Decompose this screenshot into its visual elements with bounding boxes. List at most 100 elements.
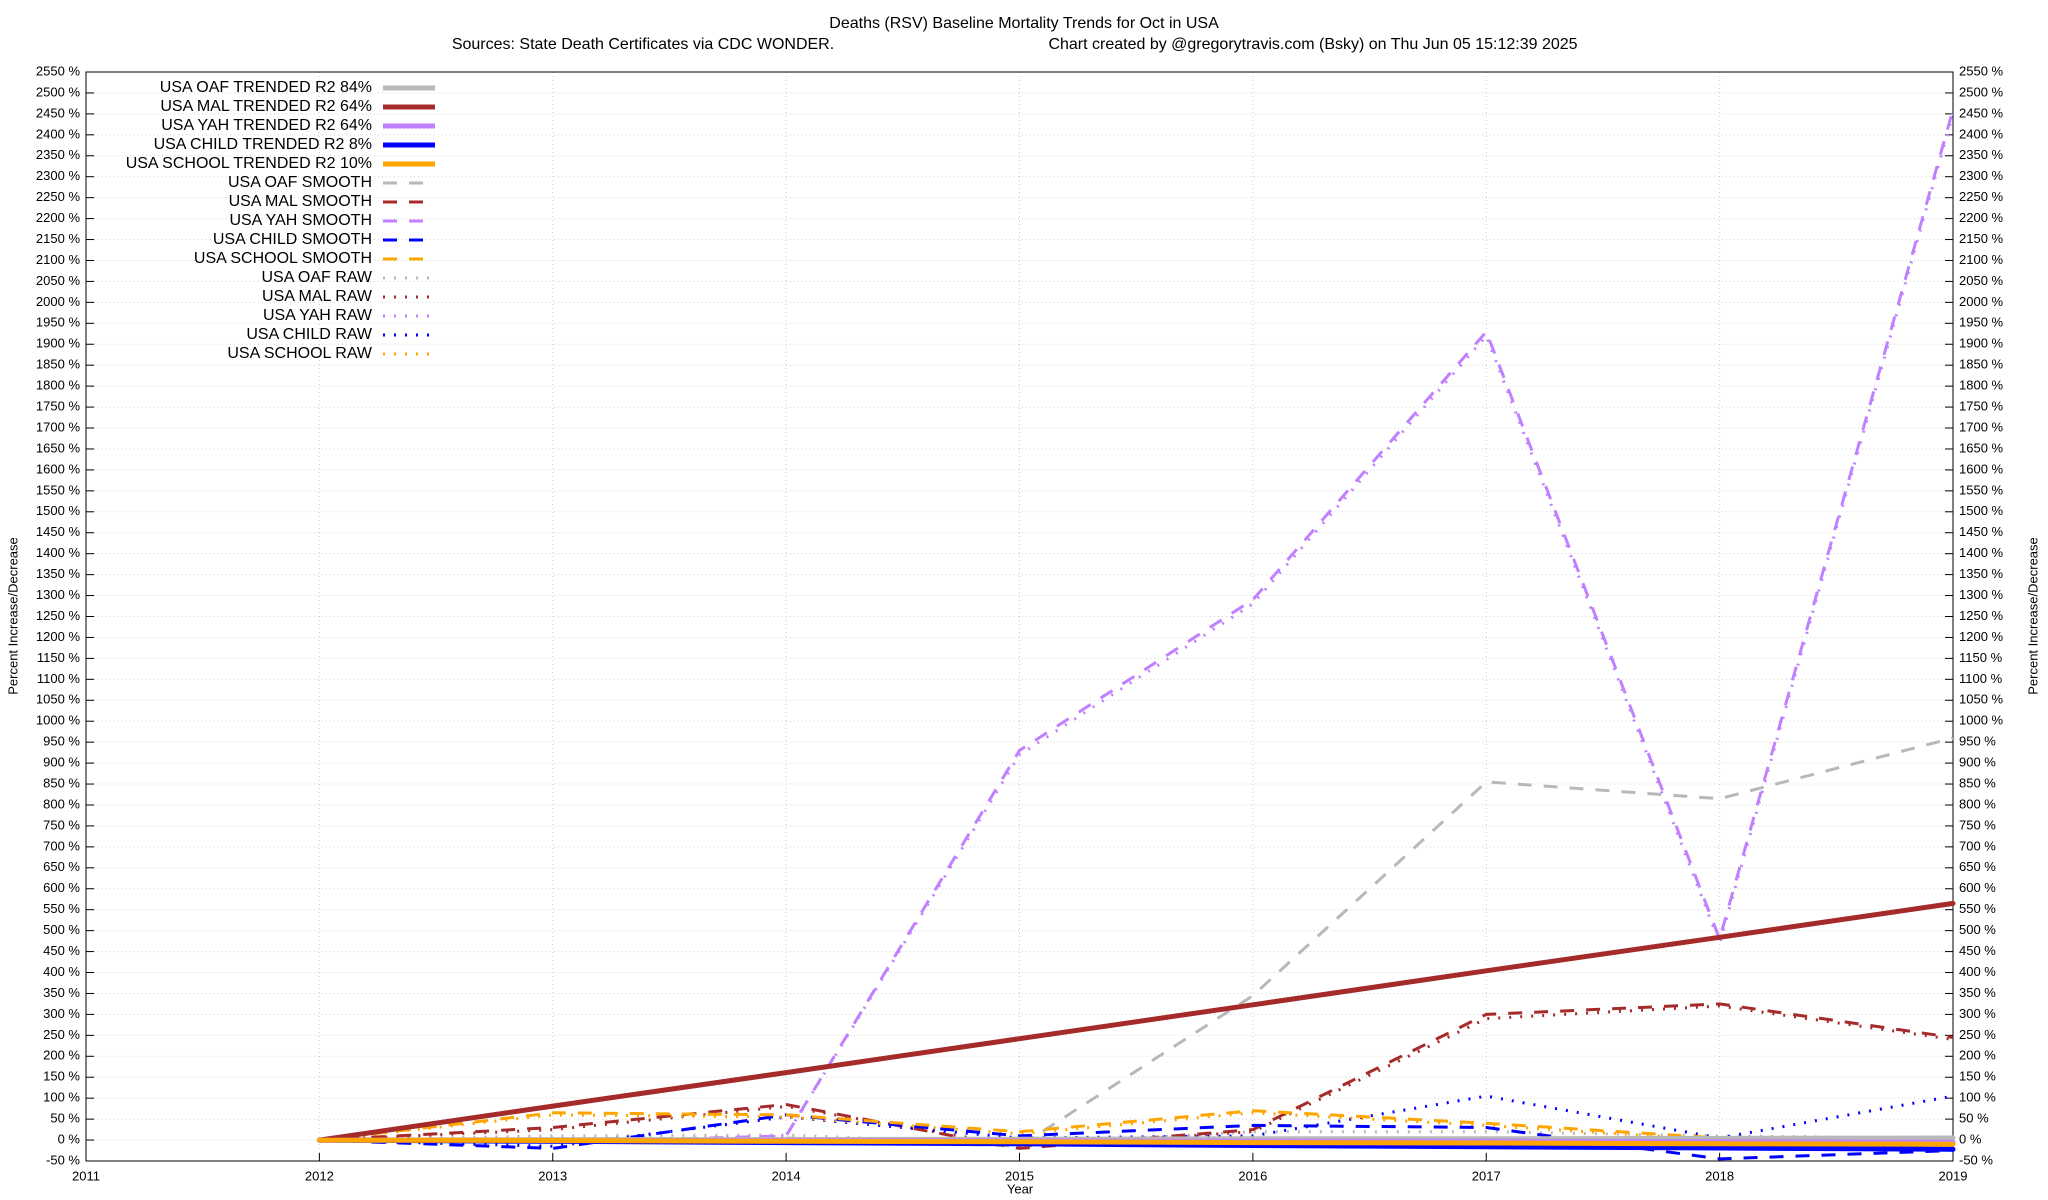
y-tick-label: 550 % <box>43 901 80 916</box>
y-tick-label: 850 % <box>43 775 80 790</box>
y-tick-label: 100 % <box>43 1090 80 1105</box>
y-tick-label: 2550 % <box>36 63 81 78</box>
y2-tick-label: 1450 % <box>1959 524 2004 539</box>
y2-tick-label: 1850 % <box>1959 357 2004 372</box>
y-tick-label: 2450 % <box>36 105 81 120</box>
y2-tick-label: 900 % <box>1959 755 1996 770</box>
y2-tick-label: 1550 % <box>1959 482 2004 497</box>
y2-tick-label: 450 % <box>1959 943 1996 958</box>
y2-tick-label: 2250 % <box>1959 189 2004 204</box>
y2-tick-label: 400 % <box>1959 964 1996 979</box>
x-tick-label: 2013 <box>538 1168 567 1183</box>
x-tick-label: 2012 <box>305 1168 334 1183</box>
y2-tick-label: 1350 % <box>1959 566 2004 581</box>
x-tick-label: 2016 <box>1238 1168 1267 1183</box>
chart-title: Deaths (RSV) Baseline Mortality Trends f… <box>829 15 1219 32</box>
y-tick-label: 2400 % <box>36 126 81 141</box>
y2-tick-label: 1250 % <box>1959 608 2004 623</box>
y2-tick-label: -50 % <box>1959 1152 1993 1167</box>
x-tick-label: 2019 <box>1939 1168 1968 1183</box>
y-tick-label: 2300 % <box>36 168 81 183</box>
y-tick-label: 250 % <box>43 1027 80 1042</box>
y2-tick-label: 500 % <box>1959 922 1996 937</box>
y2-tick-label: 1050 % <box>1959 692 2004 707</box>
y2-tick-label: 700 % <box>1959 838 1996 853</box>
y2-tick-label: 2400 % <box>1959 126 2004 141</box>
y2-axis-label: Percent Increase/Decrease <box>2025 537 2040 695</box>
y-tick-label: 200 % <box>43 1048 80 1063</box>
x-tick-label: 2018 <box>1705 1168 1734 1183</box>
y2-tick-label: 200 % <box>1959 1048 1996 1063</box>
legend-label: USA MAL TRENDED R2 64% <box>160 98 372 115</box>
y2-tick-label: 150 % <box>1959 1069 1996 1084</box>
y2-tick-label: 1000 % <box>1959 713 2004 728</box>
y2-tick-label: 950 % <box>1959 734 1996 749</box>
y-tick-label: 800 % <box>43 796 80 811</box>
y-tick-label: 400 % <box>43 964 80 979</box>
y-tick-label: 1100 % <box>37 671 81 686</box>
y2-tick-label: 1200 % <box>1959 629 2004 644</box>
y-tick-label: 700 % <box>43 838 80 853</box>
y2-tick-label: 1500 % <box>1959 503 2004 518</box>
y-tick-label: 2050 % <box>36 273 81 288</box>
legend-label: USA OAF TRENDED R2 84% <box>160 79 372 96</box>
series-line <box>316 1137 1956 1147</box>
y2-tick-label: 2000 % <box>1959 294 2004 309</box>
legend-label: USA OAF RAW <box>261 269 372 286</box>
y-tick-label: 1050 % <box>36 692 81 707</box>
legend-label: USA MAL RAW <box>262 288 373 305</box>
legend-label: USA CHILD TRENDED R2 8% <box>154 136 372 153</box>
y2-tick-label: 1300 % <box>1959 587 2004 602</box>
y2-tick-label: 2050 % <box>1959 273 2004 288</box>
y-tick-label: -50 % <box>46 1152 80 1167</box>
y2-tick-label: 2100 % <box>1959 252 2004 267</box>
y-tick-label: 1950 % <box>36 315 81 330</box>
y2-tick-label: 550 % <box>1959 901 1996 916</box>
legend-label: USA SCHOOL RAW <box>227 345 373 362</box>
legend-label: USA MAL SMOOTH <box>229 193 372 210</box>
legend-label: USA CHILD RAW <box>246 326 373 343</box>
y2-tick-label: 750 % <box>1959 817 1996 832</box>
y2-tick-label: 2300 % <box>1959 168 2004 183</box>
y-tick-label: 450 % <box>43 943 80 958</box>
series-line <box>316 900 1956 1143</box>
legend-label: USA OAF SMOOTH <box>228 174 372 191</box>
x-tick-label: 2015 <box>1005 1168 1034 1183</box>
y2-tick-label: 2550 % <box>1959 63 2004 78</box>
y2-tick-label: 650 % <box>1959 859 1996 874</box>
y2-tick-label: 2200 % <box>1959 210 2004 225</box>
y-tick-label: 650 % <box>43 859 80 874</box>
y-tick-label: 2000 % <box>36 294 81 309</box>
y-tick-label: 1300 % <box>36 587 81 602</box>
y2-tick-label: 600 % <box>1959 880 1996 895</box>
y-tick-label: 1750 % <box>36 399 81 414</box>
y-tick-label: 1150 % <box>37 650 81 665</box>
y2-tick-label: 2150 % <box>1959 231 2004 246</box>
chart-credit: Chart created by @gregorytravis.com (Bsk… <box>1048 36 1577 53</box>
y2-tick-label: 1400 % <box>1959 545 2004 560</box>
y2-tick-label: 800 % <box>1959 796 1996 811</box>
y2-tick-label: 1800 % <box>1959 378 2004 393</box>
legend-label: USA YAH SMOOTH <box>229 212 372 229</box>
y2-tick-label: 1150 % <box>1959 650 2003 665</box>
y-tick-label: 750 % <box>43 817 80 832</box>
y-tick-label: 1250 % <box>36 608 81 623</box>
series-line <box>319 1002 1954 1150</box>
y-tick-label: 2500 % <box>36 84 81 99</box>
y2-tick-label: 1100 % <box>1959 671 2003 686</box>
y-tick-label: 1700 % <box>36 419 81 434</box>
y-tick-label: 950 % <box>43 734 80 749</box>
y-tick-label: 1650 % <box>36 440 81 455</box>
x-tick-label: 2017 <box>1472 1168 1501 1183</box>
y-tick-label: 2250 % <box>36 189 81 204</box>
y2-tick-label: 2450 % <box>1959 105 2004 120</box>
y-tick-label: 1400 % <box>36 545 81 560</box>
y-tick-label: 1550 % <box>36 482 81 497</box>
y-tick-label: 2150 % <box>36 231 81 246</box>
y-tick-label: 1850 % <box>36 357 81 372</box>
series-line <box>319 1109 1954 1142</box>
legend-label: USA SCHOOL TRENDED R2 10% <box>126 155 372 172</box>
chart-subtitle: Sources: State Death Certificates via CD… <box>452 36 834 53</box>
legend: USA OAF TRENDED R2 84% USA MAL TRENDED R2… <box>126 79 435 362</box>
